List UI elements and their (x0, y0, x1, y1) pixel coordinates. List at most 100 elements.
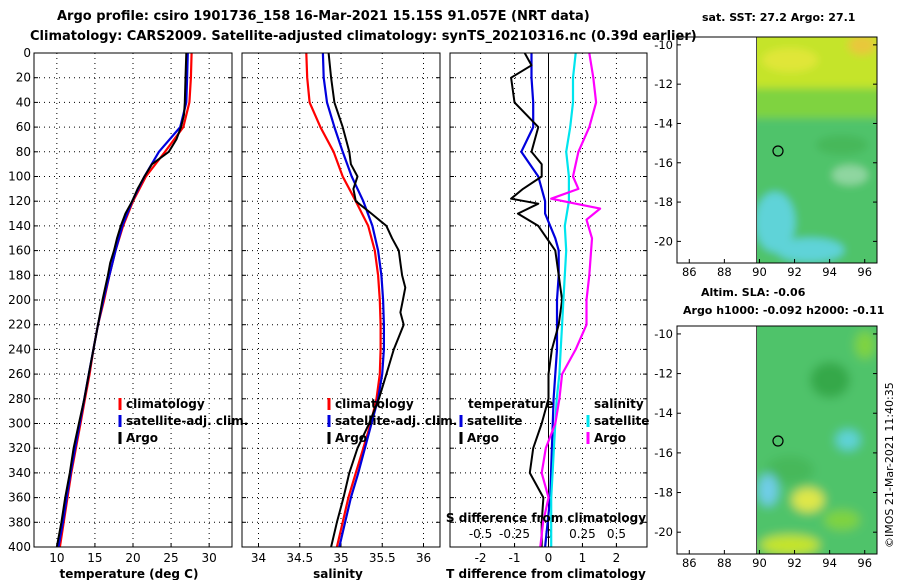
series-satellite-adj-clim- (321, 52, 385, 548)
map-lat-label: -20 (654, 234, 673, 248)
map-lat-label: -10 (654, 38, 673, 52)
legend-temp-argo-label: Argo (467, 431, 499, 445)
s-axis-tick-label: -0.5 (469, 527, 492, 541)
map-lat-label: -16 (654, 156, 673, 170)
figure-title-line2: Climatology: CARS2009. Satellite-adjuste… (30, 29, 697, 44)
x-tick-label: 25 (163, 551, 178, 565)
legend-sal-argo-label: Argo (594, 431, 626, 445)
x-tick-label: 36 (416, 551, 431, 565)
depth-tick-label: 280 (8, 392, 31, 406)
map-lon-label: 88 (717, 265, 732, 279)
sst-argo-marker (772, 145, 784, 157)
depth-tick-label: 260 (8, 367, 31, 381)
copyright-stamp: ©IMOS 21-Mar-2021 11:40:35 (883, 382, 896, 548)
x-tick-label: 0 (545, 551, 553, 565)
sla-argo-marker (772, 435, 784, 447)
sst-map: sat. SST: 27.2 Argo: 27.1 86 88 90 92 94 96 -1… (654, 11, 878, 279)
depth-tick-label: 380 (8, 515, 31, 529)
x-tick-label: -2 (475, 551, 487, 565)
depth-tick-label: 80 (16, 145, 31, 159)
salinity-axis-label: salinity (313, 567, 363, 580)
depth-tick-label: 60 (16, 120, 31, 134)
legend-climatology-label: climatology (335, 397, 414, 411)
legend-satellite-label: satellite-adj. clim. (335, 414, 457, 428)
map-lat-label: -14 (654, 116, 673, 130)
depth-tick-label: 360 (8, 491, 31, 505)
difference-legend: temperature salinity satellite Argo sate… (459, 397, 649, 445)
sla-map-title: Altim. SLA: -0.06 (701, 286, 806, 299)
sla-map: Altim. SLA: -0.06 Argo h1000: -0.092 h20… (654, 286, 884, 570)
legend-climatology-label: climatology (126, 397, 205, 411)
x-tick-label: 20 (125, 551, 140, 565)
sla-map-frame (676, 325, 878, 555)
map-lat-label: -18 (654, 195, 673, 209)
depth-tick-label: 400 (8, 540, 31, 554)
legend-salinity-header: salinity (594, 397, 644, 411)
x-tick-label: 1 (579, 551, 587, 565)
map-lon-label: 90 (752, 265, 767, 279)
depth-tick-label: 120 (8, 194, 31, 208)
figure-title-line1: Argo profile: csiro 1901736_158 16-Mar-2… (57, 9, 590, 24)
depth-tick-label: 340 (8, 466, 31, 480)
depth-tick-label: 300 (8, 417, 31, 431)
s-axis-tick-label: 0.25 (569, 527, 596, 541)
legend-satellite-label: satellite-adj. clim. (126, 414, 248, 428)
x-tick-label: 2 (613, 551, 621, 565)
series-satellite-adj-clim- (57, 52, 189, 548)
map-lon-label: 94 (822, 265, 837, 279)
salinity-legend: climatology satellite-adj. clim. Argo (327, 397, 457, 445)
x-tick-label: 30 (202, 551, 217, 565)
series-salinity-argo (539, 52, 602, 548)
temperature-legend: climatology satellite-adj. clim. Argo (118, 397, 248, 445)
depth-tick-label: 40 (16, 95, 31, 109)
map-lat-label: -12 (654, 367, 673, 381)
map-lat-label: -18 (654, 486, 673, 500)
map-lon-label: 88 (717, 556, 732, 570)
map-lat-label: -20 (654, 525, 673, 539)
map-lat-label: -12 (654, 77, 673, 91)
map-lon-label: 86 (682, 556, 697, 570)
depth-tick-label: 320 (8, 441, 31, 455)
legend-sal-satellite-label: satellite (594, 414, 649, 428)
series-argo (55, 52, 188, 548)
map-lon-label: 92 (787, 556, 802, 570)
map-lat-label: -16 (654, 446, 673, 460)
map-lon-label: 92 (787, 265, 802, 279)
x-tick-label: 34.5 (286, 551, 313, 565)
series-temperature-argo (510, 52, 564, 547)
depth-tick-label: 100 (8, 170, 31, 184)
sla-map-subtitle: Argo h1000: -0.092 h2000: -0.11 (683, 304, 884, 317)
legend-argo-label: Argo (335, 431, 367, 445)
depth-tick-label: 20 (16, 71, 31, 85)
temperature-axis-label: temperature (deg C) (60, 567, 199, 580)
x-tick-label: 15 (87, 551, 102, 565)
map-lon-label: 96 (857, 265, 872, 279)
depth-tick-label: 0 (23, 46, 31, 60)
temperature-panel: 0 20 40 60 80 100 120 140 160 180 200 220 240 260 280 3… (8, 46, 233, 565)
depth-tick-label: 140 (8, 219, 31, 233)
depth-tick-label: 200 (8, 293, 31, 307)
series-argo (327, 52, 407, 548)
sst-map-frame (676, 36, 878, 264)
map-lon-label: 96 (857, 556, 872, 570)
depth-tick-label: 220 (8, 318, 31, 332)
s-difference-axis-label: S difference from climatology (446, 511, 646, 525)
map-lat-label: -14 (654, 406, 673, 420)
legend-argo-label: Argo (126, 431, 158, 445)
map-lon-label: 90 (752, 556, 767, 570)
depth-tick-label: 180 (8, 268, 31, 282)
map-lon-label: 94 (822, 556, 837, 570)
depth-tick-label: 160 (8, 244, 31, 258)
salinity-panel: 34 34.5 35 35.5 36 (241, 52, 441, 565)
s-axis-tick-label: 0.5 (607, 527, 626, 541)
x-tick-label: 35.5 (369, 551, 396, 565)
x-tick-label: 10 (49, 551, 64, 565)
s-axis-tick-label: -0.25 (499, 527, 530, 541)
legend-temperature-header: temperature (468, 397, 553, 411)
series-climatology (305, 52, 382, 548)
salinity-frame (241, 52, 441, 548)
series-salinity-satellite (550, 52, 577, 547)
x-tick-label: -1 (509, 551, 521, 565)
